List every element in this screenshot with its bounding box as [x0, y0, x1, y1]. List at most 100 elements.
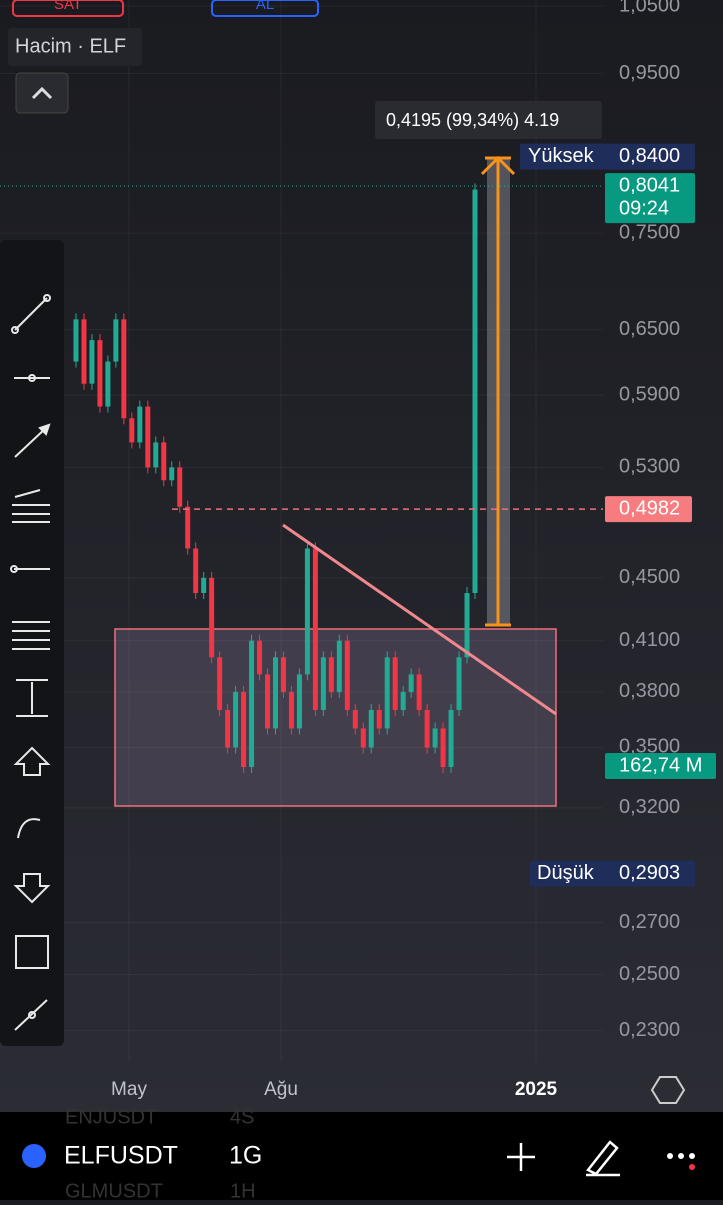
candle-body [177, 467, 183, 507]
candle-body [296, 674, 302, 729]
candle-body [376, 709, 382, 729]
settings-icon[interactable] [650, 1076, 686, 1104]
candle-body [336, 640, 342, 692]
candle-body [464, 593, 470, 658]
candles [73, 183, 478, 774]
candle-body [360, 728, 366, 748]
volume-value: 162,74 M [619, 754, 702, 776]
candle-body [257, 640, 263, 675]
price-tick-label: 0,2700 [619, 911, 680, 933]
volume-badge [605, 753, 716, 779]
candle-body [113, 319, 119, 362]
candle-body [249, 640, 255, 768]
candle-body [320, 657, 326, 710]
price-tick-label: 0,2300 [619, 1019, 680, 1041]
candle-body [400, 691, 406, 710]
sell-text[interactable]: SAT [54, 0, 82, 13]
candle-body [153, 442, 159, 468]
candle-body [424, 709, 430, 748]
price-tick-label: 0,7500 [619, 221, 680, 243]
candle-body [472, 189, 478, 594]
candle-body [137, 406, 143, 443]
measure-arrow [480, 155, 516, 627]
candle-body [272, 657, 278, 729]
interval[interactable]: 1G [229, 1142, 262, 1170]
candle-body [169, 467, 175, 481]
price-tick-label: 0,2500 [619, 963, 680, 985]
candle-body [201, 577, 207, 594]
volume-label: Hacim · ELF [15, 35, 126, 57]
candle-body [280, 657, 286, 692]
candle-body [368, 709, 374, 748]
collapse-icon [31, 86, 53, 100]
measure-text: 0,4195 (99,34%) 4.19 [386, 110, 559, 130]
candle-body [440, 728, 446, 768]
candle-body [384, 657, 390, 729]
price-tick-label: 0,5900 [619, 383, 680, 405]
last-badge [605, 173, 695, 224]
alert-price: 0,4982 [619, 497, 680, 519]
candle-body [312, 548, 318, 710]
candle-body [408, 674, 414, 692]
buy-button[interactable] [211, 0, 319, 17]
alert-badge [605, 496, 692, 523]
chart-bg [0, 0, 723, 1112]
candle-body [81, 319, 87, 384]
symbol-icon [22, 1144, 46, 1168]
candle-body [352, 709, 358, 729]
candle-body [161, 442, 167, 481]
sell-button[interactable] [12, 0, 124, 17]
measure-tooltip [375, 101, 602, 139]
more-icon[interactable] [667, 1153, 695, 1170]
candle-body [145, 406, 151, 468]
candle-body [233, 691, 239, 748]
candle-body [328, 657, 334, 692]
low-price: 0,2903 [619, 862, 680, 884]
candle-body [265, 674, 271, 729]
time-label: Ağu [264, 1079, 298, 1100]
candle-body [73, 319, 79, 362]
low-label: Düşük [537, 862, 595, 884]
bottom-bar [0, 1112, 723, 1200]
candle-body [129, 418, 135, 443]
price-tick-label: 0,3200 [619, 796, 680, 818]
price-tick-label: 0,4500 [619, 566, 680, 588]
candle-body [89, 340, 95, 384]
candle-body [105, 361, 111, 407]
high-price: 0,8400 [619, 145, 680, 167]
candle-body [448, 709, 454, 768]
price-tick-label: 0,5300 [619, 456, 680, 478]
price-axis: 1,0500 0,9500 0,7500 0,6500 0,5900 0,5300 0,45… [619, 0, 680, 1041]
high-badge [520, 143, 695, 170]
candle-body [193, 548, 199, 594]
candle-body [304, 548, 310, 675]
price-tick-label: 0,3800 [619, 680, 680, 702]
behind-interval: 4S [230, 1106, 254, 1128]
candle-body [392, 657, 398, 710]
candle-body [288, 691, 294, 729]
buy-text[interactable]: AL [256, 0, 274, 13]
price-tick-label: 0,6500 [619, 318, 680, 340]
candle-body [225, 709, 231, 748]
rectangle-drawing[interactable] [114, 628, 557, 807]
footer-icons[interactable] [507, 1140, 620, 1177]
candle-body [241, 691, 247, 768]
price-tick-label: 0,3500 [619, 736, 680, 758]
candle-body [344, 640, 350, 710]
candle-body [185, 506, 191, 549]
countdown: 09:24 [619, 197, 669, 219]
volume-legend [8, 28, 142, 66]
candle-body [416, 674, 422, 710]
candle-body [456, 657, 462, 710]
grid [0, 0, 603, 1062]
symbol[interactable]: ELFUSDT [64, 1142, 178, 1170]
price-tick-label: 0,9500 [619, 62, 680, 84]
trend-line[interactable] [282, 523, 557, 716]
low-badge [530, 860, 695, 887]
behind-symbol: GLMUSDT [65, 1180, 163, 1200]
collapse-button[interactable] [15, 72, 69, 114]
high-label: Yüksek [528, 145, 595, 167]
candle-body [121, 319, 127, 419]
